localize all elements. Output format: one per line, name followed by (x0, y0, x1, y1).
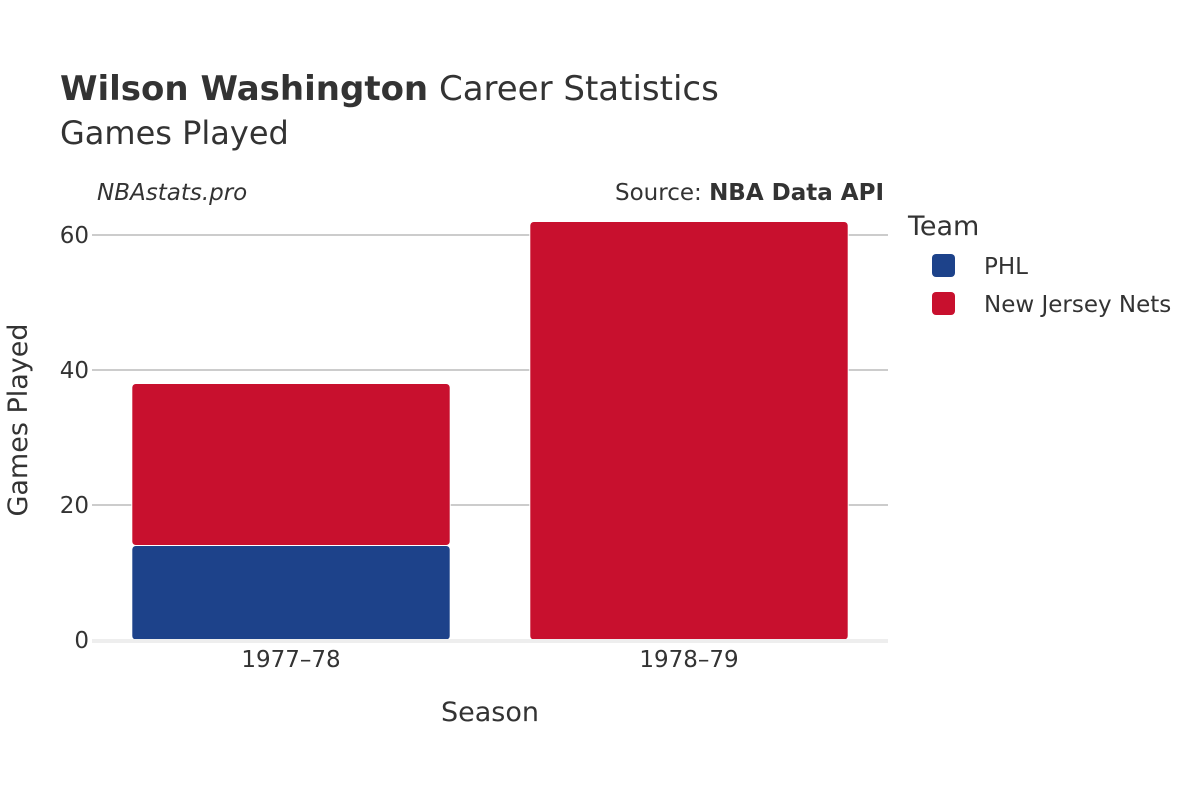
bar-new-jersey-nets-1[interactable] (529, 221, 849, 641)
y-tick-label: 0 (74, 628, 89, 654)
y-tick-label: 40 (60, 358, 89, 384)
chart-title: Wilson Washington Career Statistics (60, 69, 719, 109)
legend-title: Team (907, 211, 979, 242)
bar-new-jersey-nets-0[interactable] (131, 383, 451, 546)
x-axis-label: Season (441, 697, 539, 728)
legend-label[interactable]: New Jersey Nets (984, 292, 1171, 318)
x-tick-label: 1977–78 (241, 647, 340, 673)
chart-subtitle: Games Played (60, 114, 289, 152)
legend-swatch[interactable] (932, 292, 955, 315)
x-tick-labels: 1977–78 1978–79 (241, 647, 738, 673)
source-prefix: Source: (615, 180, 709, 206)
y-tick-label: 60 (60, 223, 89, 249)
legend: PHL New Jersey Nets (932, 254, 1171, 318)
y-axis-label: Games Played (3, 323, 34, 516)
y-tick-labels: 0 20 40 60 (60, 223, 89, 654)
legend-swatch[interactable] (932, 254, 955, 277)
y-tick-label: 20 (60, 493, 89, 519)
bars (131, 221, 849, 641)
watermark: NBAstats.pro (97, 180, 247, 206)
chart-title-player: Wilson Washington (60, 69, 428, 109)
chart-title-rest: Career Statistics (428, 69, 719, 109)
source-name: NBA Data API (709, 180, 884, 206)
source-label: Source: NBA Data API (615, 180, 884, 206)
bar-phl-0[interactable] (131, 545, 451, 641)
x-tick-label: 1978–79 (639, 647, 738, 673)
legend-label[interactable]: PHL (984, 254, 1028, 280)
